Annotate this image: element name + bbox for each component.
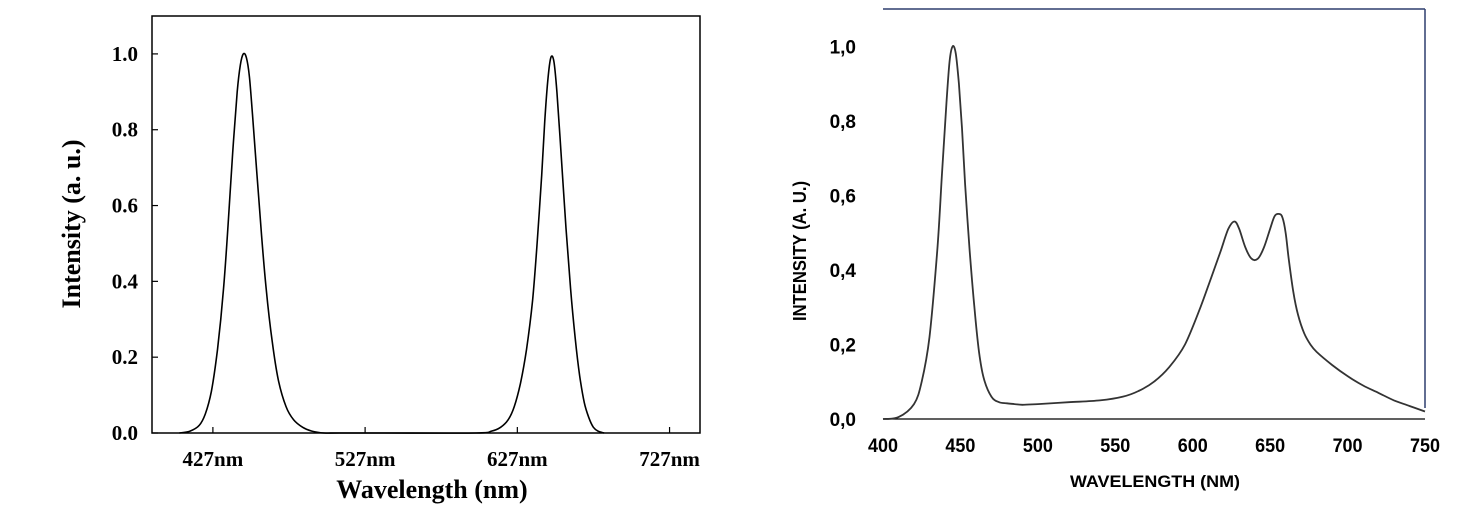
chart-right-x-tick-label: 600 [1178, 436, 1208, 457]
chart-left-x-tick-label: 627nm [487, 447, 548, 471]
chart-right-y-tick-label: 0,2 [830, 335, 856, 356]
chart-right-y-ticks: 0,0 0,2 0,4 0,6 0,8 1,0 [830, 37, 857, 431]
chart-left-y-tick-label: 1.0 [112, 42, 138, 66]
chart-right-x-tick-label: 450 [945, 436, 975, 457]
chart-right-series-line [882, 45, 1426, 420]
chart-right-x-tick-label: 650 [1255, 436, 1285, 457]
chart-right-x-tick-label: 750 [1410, 436, 1440, 457]
chart-right-y-axis-label: INTENSITY (A. U.) [790, 181, 810, 321]
chart-left-x-tick-label: 727nm [639, 447, 700, 471]
chart-left-y-tick-label: 0.6 [112, 194, 138, 218]
chart-left-x-axis-label: Wavelength (nm) [336, 475, 527, 504]
chart-right-x-tick-label: 500 [1023, 436, 1053, 457]
chart-left-x-ticks: 427nm 527nm 627nm 727nm [183, 427, 700, 471]
chart-left-y-axis-label: Intensity (a. u.) [57, 139, 86, 308]
chart-right-y-tick-label: 0,6 [830, 186, 856, 207]
chart-right-y-tick-label: 0,8 [830, 112, 856, 133]
chart-left-y-tick-label: 0.2 [112, 345, 138, 369]
chart-right-x-axis-label: WAVELENGTH (NM) [1070, 472, 1240, 491]
chart-left-y-tick-label: 0.8 [112, 118, 138, 142]
chart-right-x-tick-label: 550 [1100, 436, 1130, 457]
chart-left-y-tick-label: 0.4 [112, 269, 139, 293]
chart-right: 0,0 0,2 0,4 0,6 0,8 1,0 400 450 500 550 600 650 700… [790, 8, 1440, 491]
chart-right-x-tick-label: 400 [868, 436, 898, 457]
chart-right-y-tick-label: 0,0 [830, 410, 856, 431]
chart-left-y-ticks: 0.0 0.2 0.4 0.6 0.8 1.0 [112, 42, 158, 445]
chart-left-x-tick-label: 427nm [183, 447, 244, 471]
chart-left-plot-frame [151, 15, 701, 434]
chart-left: 0.00.20.40.60.81.0 427nm 527nm 627nm 727nm … [57, 15, 701, 504]
chart-left-series-line [179, 52, 605, 434]
chart-right-y-tick-label: 0,4 [830, 261, 857, 282]
chart-left-y-tick-label: 0.0 [112, 421, 138, 445]
chart-right-y-tick-label: 1,0 [830, 37, 856, 58]
chart-right-x-tick-label: 700 [1333, 436, 1363, 457]
chart-left-x-tick-label: 527nm [335, 447, 396, 471]
chart-right-x-ticks: 400 450 500 550 600 650 700 750 [868, 436, 1440, 457]
